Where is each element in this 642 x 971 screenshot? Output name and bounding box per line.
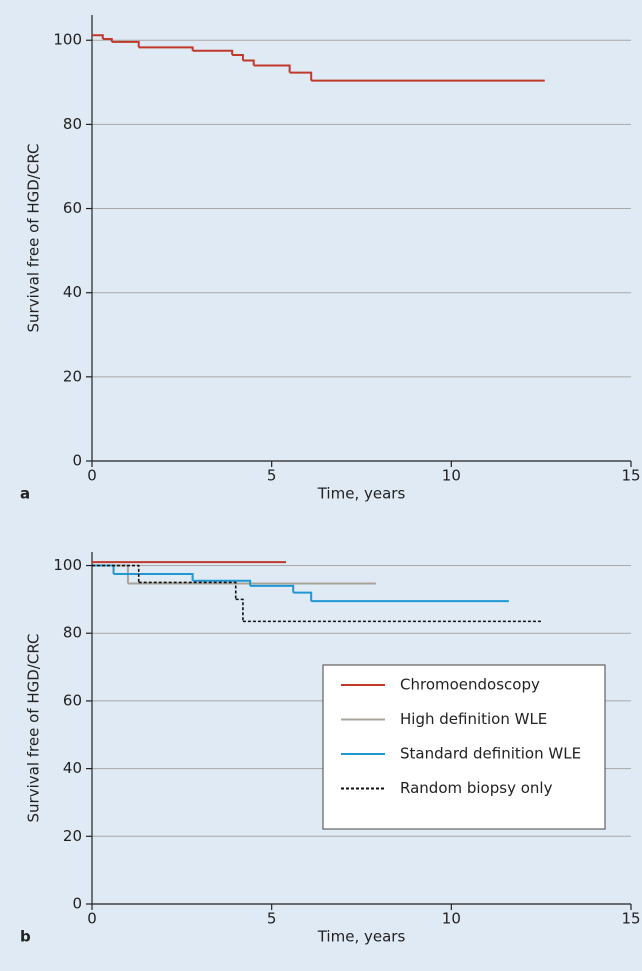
x-tick-label: 10 xyxy=(442,910,461,928)
legend-label: Chromoendoscopy xyxy=(400,676,540,694)
step-segment xyxy=(253,64,291,73)
panel-label: b xyxy=(20,928,31,946)
y-axis-label: Survival free of HGD/CRC xyxy=(25,634,43,823)
step-segment xyxy=(289,71,313,81)
legend-label: Random biopsy only xyxy=(400,779,553,797)
y-tick-label: 0 xyxy=(72,895,82,913)
y-tick-label: 80 xyxy=(63,624,82,642)
step-segment xyxy=(111,40,140,48)
x-axis-label: Time, years xyxy=(317,485,406,503)
x-tick-label: 5 xyxy=(267,467,277,485)
y-tick-label: 60 xyxy=(63,691,82,709)
y-tick-label: 20 xyxy=(63,367,82,385)
legend-box xyxy=(322,664,606,830)
step-segment xyxy=(113,573,194,581)
step-segment xyxy=(235,598,244,622)
y-tick-label: 40 xyxy=(63,759,82,777)
y-tick-label: 100 xyxy=(53,556,82,574)
x-tick-label: 15 xyxy=(621,467,640,485)
x-tick-label: 10 xyxy=(442,467,461,485)
panel-label: a xyxy=(20,485,30,503)
y-tick-label: 40 xyxy=(63,283,82,301)
y-tick-label: 0 xyxy=(72,452,82,470)
y-tick-label: 60 xyxy=(63,199,82,217)
legend-label: Standard definition WLE xyxy=(400,745,581,763)
x-tick-label: 0 xyxy=(87,910,97,928)
step-segment xyxy=(102,37,113,42)
step-segment xyxy=(138,46,194,51)
y-tick-label: 100 xyxy=(53,31,82,49)
x-tick-label: 15 xyxy=(621,910,640,928)
step-segment xyxy=(92,564,140,583)
step-segment xyxy=(92,564,115,574)
step-segment xyxy=(192,579,252,586)
step-segment xyxy=(192,49,234,55)
legend-label: High definition WLE xyxy=(400,710,547,728)
step-segment xyxy=(250,584,295,593)
step-segment xyxy=(138,581,237,600)
step-segment xyxy=(92,34,104,39)
x-tick-label: 0 xyxy=(87,467,97,485)
step-segment xyxy=(242,59,255,66)
y-tick-label: 20 xyxy=(63,827,82,845)
step-segment xyxy=(232,53,244,61)
step-segment xyxy=(293,591,313,602)
y-tick-label: 80 xyxy=(63,115,82,133)
y-axis-label: Survival free of HGD/CRC xyxy=(25,144,43,333)
x-axis-label: Time, years xyxy=(317,928,406,946)
x-tick-label: 5 xyxy=(267,910,277,928)
